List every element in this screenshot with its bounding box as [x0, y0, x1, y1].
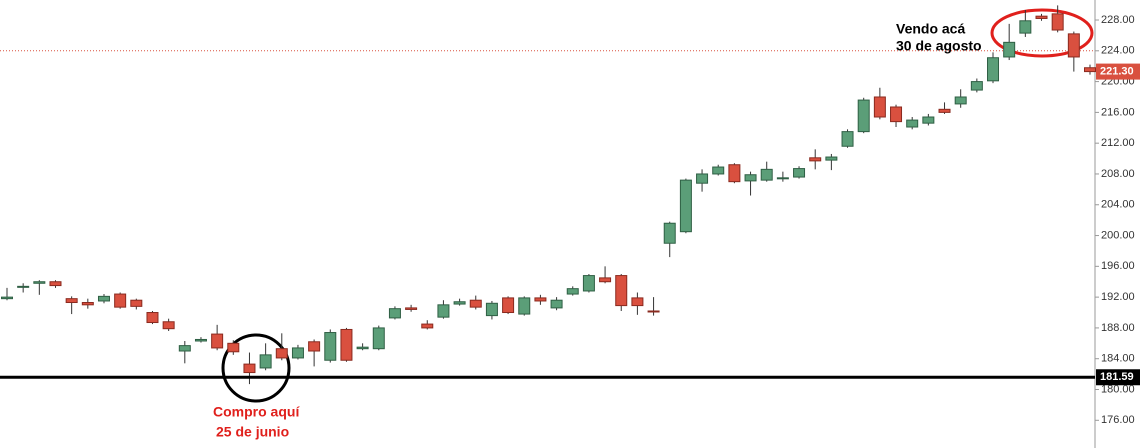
candle-body — [1003, 41, 1016, 58]
candle-body — [631, 297, 644, 307]
candle-body — [162, 321, 175, 330]
candle-body — [49, 281, 62, 287]
candle-body — [712, 166, 725, 175]
support-label: 181.59 — [1100, 371, 1134, 383]
buy-circle — [221, 333, 291, 403]
y-tick-label: 208.00 — [1101, 168, 1135, 180]
candle-body — [987, 57, 1000, 82]
candle-body — [437, 304, 450, 318]
candle-body — [308, 341, 321, 352]
candle-body — [890, 106, 903, 123]
candle-body — [1, 296, 13, 300]
candle-body — [211, 333, 224, 349]
buy-annotation: Compro aquí — [213, 404, 300, 420]
y-tick-label: 216.00 — [1101, 106, 1135, 118]
candle-body — [793, 168, 806, 178]
candle-body — [970, 81, 983, 91]
candle-body — [275, 348, 288, 359]
candle-body — [130, 299, 143, 307]
candle-body — [485, 302, 498, 317]
candle-body — [97, 295, 110, 302]
candle-body — [453, 301, 466, 305]
candle-body — [566, 288, 579, 295]
candle-body — [906, 119, 919, 128]
y-tick-label: 176.00 — [1101, 414, 1135, 426]
candle-body — [469, 299, 482, 308]
y-tick-label: 204.00 — [1101, 199, 1135, 211]
candle-body — [873, 96, 886, 118]
buy-annotation: 25 de junio — [216, 424, 289, 440]
y-tick-label: 188.00 — [1101, 322, 1135, 334]
candle-body — [550, 299, 563, 309]
candle-body — [178, 345, 191, 352]
y-tick-label: 184.00 — [1101, 353, 1135, 365]
candle-body — [857, 99, 870, 133]
candle-body — [1035, 15, 1048, 19]
candle-body — [259, 354, 272, 369]
candle-body — [340, 328, 353, 361]
candle-body — [615, 275, 628, 307]
candle-body — [841, 131, 854, 147]
y-tick-label: 212.00 — [1101, 137, 1135, 149]
support-label-bg — [1096, 369, 1140, 386]
candle-body — [1084, 67, 1096, 73]
candle-body — [760, 168, 773, 181]
y-tick-label: 192.00 — [1101, 291, 1135, 303]
candle-body — [65, 298, 78, 304]
last-price-label: 221.30 — [1100, 65, 1134, 77]
candle-body — [194, 338, 207, 342]
candle-body — [291, 347, 304, 359]
candle-body — [388, 308, 401, 319]
candle-body — [809, 157, 822, 162]
sell-annotation: Vendo acá — [896, 21, 965, 37]
candle-body — [663, 222, 676, 244]
candle-body — [518, 297, 531, 315]
candle-body — [534, 297, 547, 302]
y-tick-label: 228.00 — [1101, 14, 1135, 26]
last-price-bg — [1096, 63, 1140, 80]
candle-body — [227, 342, 240, 353]
candle-body — [356, 346, 369, 350]
candle-body — [81, 302, 94, 306]
candle-body — [922, 116, 935, 124]
candle-body — [938, 108, 951, 113]
candle-body — [744, 174, 757, 182]
candle-body — [1019, 20, 1032, 34]
candle-body — [1051, 13, 1064, 31]
candle-body — [1067, 33, 1080, 58]
candle-body — [582, 275, 595, 292]
candle-body — [421, 323, 434, 329]
sell-annotation: 30 de agosto — [896, 38, 982, 54]
candle-body — [825, 156, 838, 161]
y-tick-label: 196.00 — [1101, 260, 1135, 272]
candle-body — [372, 327, 385, 350]
candle-body — [954, 96, 967, 105]
candle-body — [599, 277, 612, 283]
candle-body — [243, 363, 256, 374]
sell-ellipse — [990, 8, 1094, 58]
candle-body — [405, 307, 418, 310]
candle-body — [696, 173, 709, 184]
candle-body — [679, 179, 692, 233]
candle-body — [647, 310, 660, 313]
candle-body — [324, 332, 337, 361]
y-tick-label: 180.00 — [1101, 383, 1135, 395]
y-tick-label: 200.00 — [1101, 229, 1135, 241]
candle-body — [33, 281, 46, 284]
candle-body — [17, 285, 30, 288]
candle-body — [776, 177, 789, 180]
candle-body — [502, 297, 515, 314]
candle-body — [114, 293, 127, 308]
candle-body — [728, 164, 741, 183]
candle-body — [146, 312, 159, 324]
y-tick-label: 224.00 — [1101, 45, 1135, 57]
